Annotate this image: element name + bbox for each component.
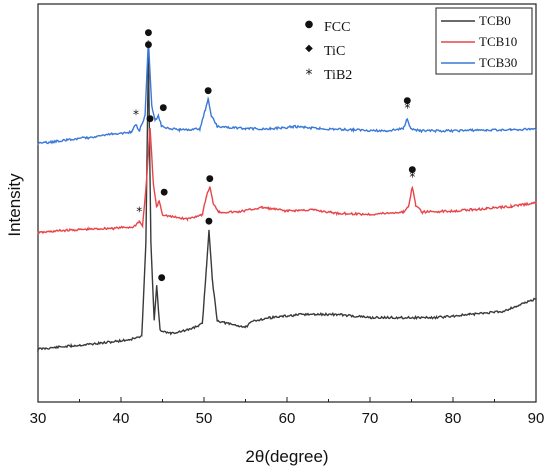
series-legend-label: TCB30 (479, 55, 517, 70)
phase-legend-label: FCC (324, 20, 350, 35)
series-legend-items: TCB0 TCB10 TCB30 (441, 13, 517, 70)
x-tick-label: 40 (113, 410, 130, 427)
phase-legend-symbol: ◆ (305, 43, 313, 54)
x-tick-label: 90 (528, 410, 545, 427)
x-tick-label: 80 (445, 410, 462, 427)
peak-marker: ● (204, 86, 212, 96)
peak-marker: ● (158, 273, 166, 283)
y-axis-title: Intensity (5, 173, 24, 237)
series-legend-label: TCB10 (479, 34, 517, 49)
peak-marker: ● (205, 216, 213, 226)
peak-marker: ● (159, 103, 167, 113)
x-tick-label: 60 (279, 410, 296, 427)
phase-legend-label: TiB2 (324, 68, 352, 83)
phase-legend-symbol: * (306, 67, 313, 83)
peak-marker: * (409, 170, 415, 184)
series-line-tcb30 (37, 40, 537, 147)
phase-legend-symbol: ● (305, 19, 314, 30)
peak-marker: ● (160, 188, 168, 198)
x-tick-label: 50 (196, 410, 213, 427)
series-line-tcb0 (37, 54, 537, 353)
peak-marker: ● (146, 114, 154, 124)
x-tick-label: 30 (30, 410, 47, 427)
phase-legend: ● FCC ◆ TiC * TiB2 (305, 19, 353, 83)
peak-markers-layer: ●●●*●●● *●*●●●*● (133, 28, 416, 283)
peak-marker: ● (144, 40, 152, 50)
peak-marker: * (404, 101, 410, 115)
peak-marker: ● (206, 174, 214, 184)
x-tick-label: 70 (362, 410, 379, 427)
phase-legend-items: ● FCC ◆ TiC * TiB2 (305, 19, 353, 83)
peak-marker: ● (403, 96, 411, 106)
peak-marker: * (136, 204, 142, 218)
phase-legend-label: TiC (324, 44, 345, 59)
series-legend: TCB0 TCB10 TCB30 (435, 7, 533, 75)
curves-layer (37, 40, 537, 353)
peak-marker: ● (144, 28, 152, 38)
series-legend-label: TCB0 (479, 13, 511, 28)
x-axis-title: 2θ(degree) (245, 447, 328, 466)
series-line-tcb10 (37, 127, 537, 235)
peak-marker: * (133, 107, 139, 121)
x-axis-ticks: 30 40 50 60 70 80 90 (30, 397, 545, 427)
peak-marker: ● (408, 165, 416, 175)
